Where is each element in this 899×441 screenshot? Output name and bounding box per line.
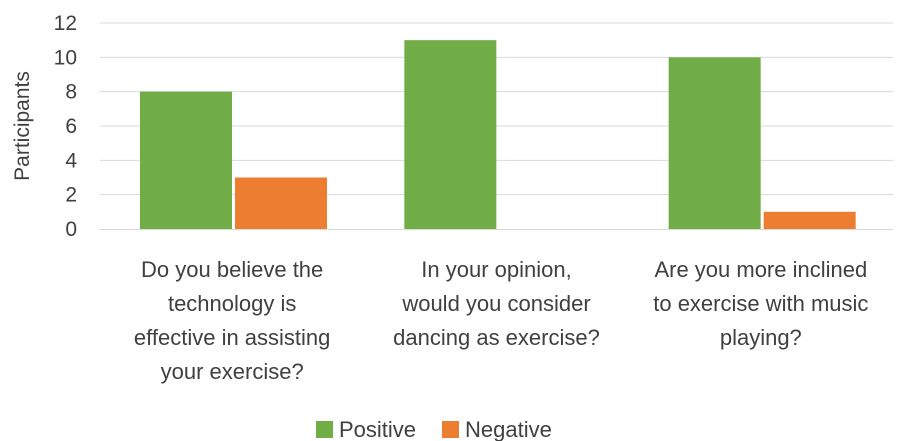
bar-positive-0 (140, 91, 232, 230)
y-axis-ticks: 0 2 4 6 8 10 12 (54, 12, 78, 241)
y-tick-label: 10 (54, 46, 77, 69)
y-tick-label: 8 (65, 81, 77, 104)
y-axis-title: Participants (11, 71, 34, 181)
bar-positive-2 (668, 57, 761, 230)
legend-label-positive: Positive (339, 417, 416, 441)
y-tick-label: 12 (54, 12, 77, 35)
y-tick-label: 6 (65, 115, 77, 138)
y-tick-label: 0 (65, 218, 77, 241)
grid-lines (100, 22, 893, 196)
x-category-label: Do you believe the technology is effective… (134, 257, 330, 384)
legend: Positive Negative (316, 417, 552, 441)
bar-negative-2 (763, 211, 856, 229)
bars (140, 40, 856, 230)
legend-swatch-negative (442, 421, 459, 438)
x-category-label: In your opinion, would you consider dancin… (393, 257, 600, 350)
bar-negative-0 (235, 177, 327, 229)
legend-label-negative: Negative (465, 417, 552, 441)
category-labels: Do you believe the technology is effective… (134, 257, 869, 384)
x-category-label: Are you more inclined to exercise with mu… (653, 257, 868, 350)
y-tick-label: 4 (65, 149, 77, 172)
y-tick-label: 2 (65, 184, 77, 207)
bar-positive-1 (404, 40, 497, 229)
legend-swatch-positive (316, 421, 333, 438)
